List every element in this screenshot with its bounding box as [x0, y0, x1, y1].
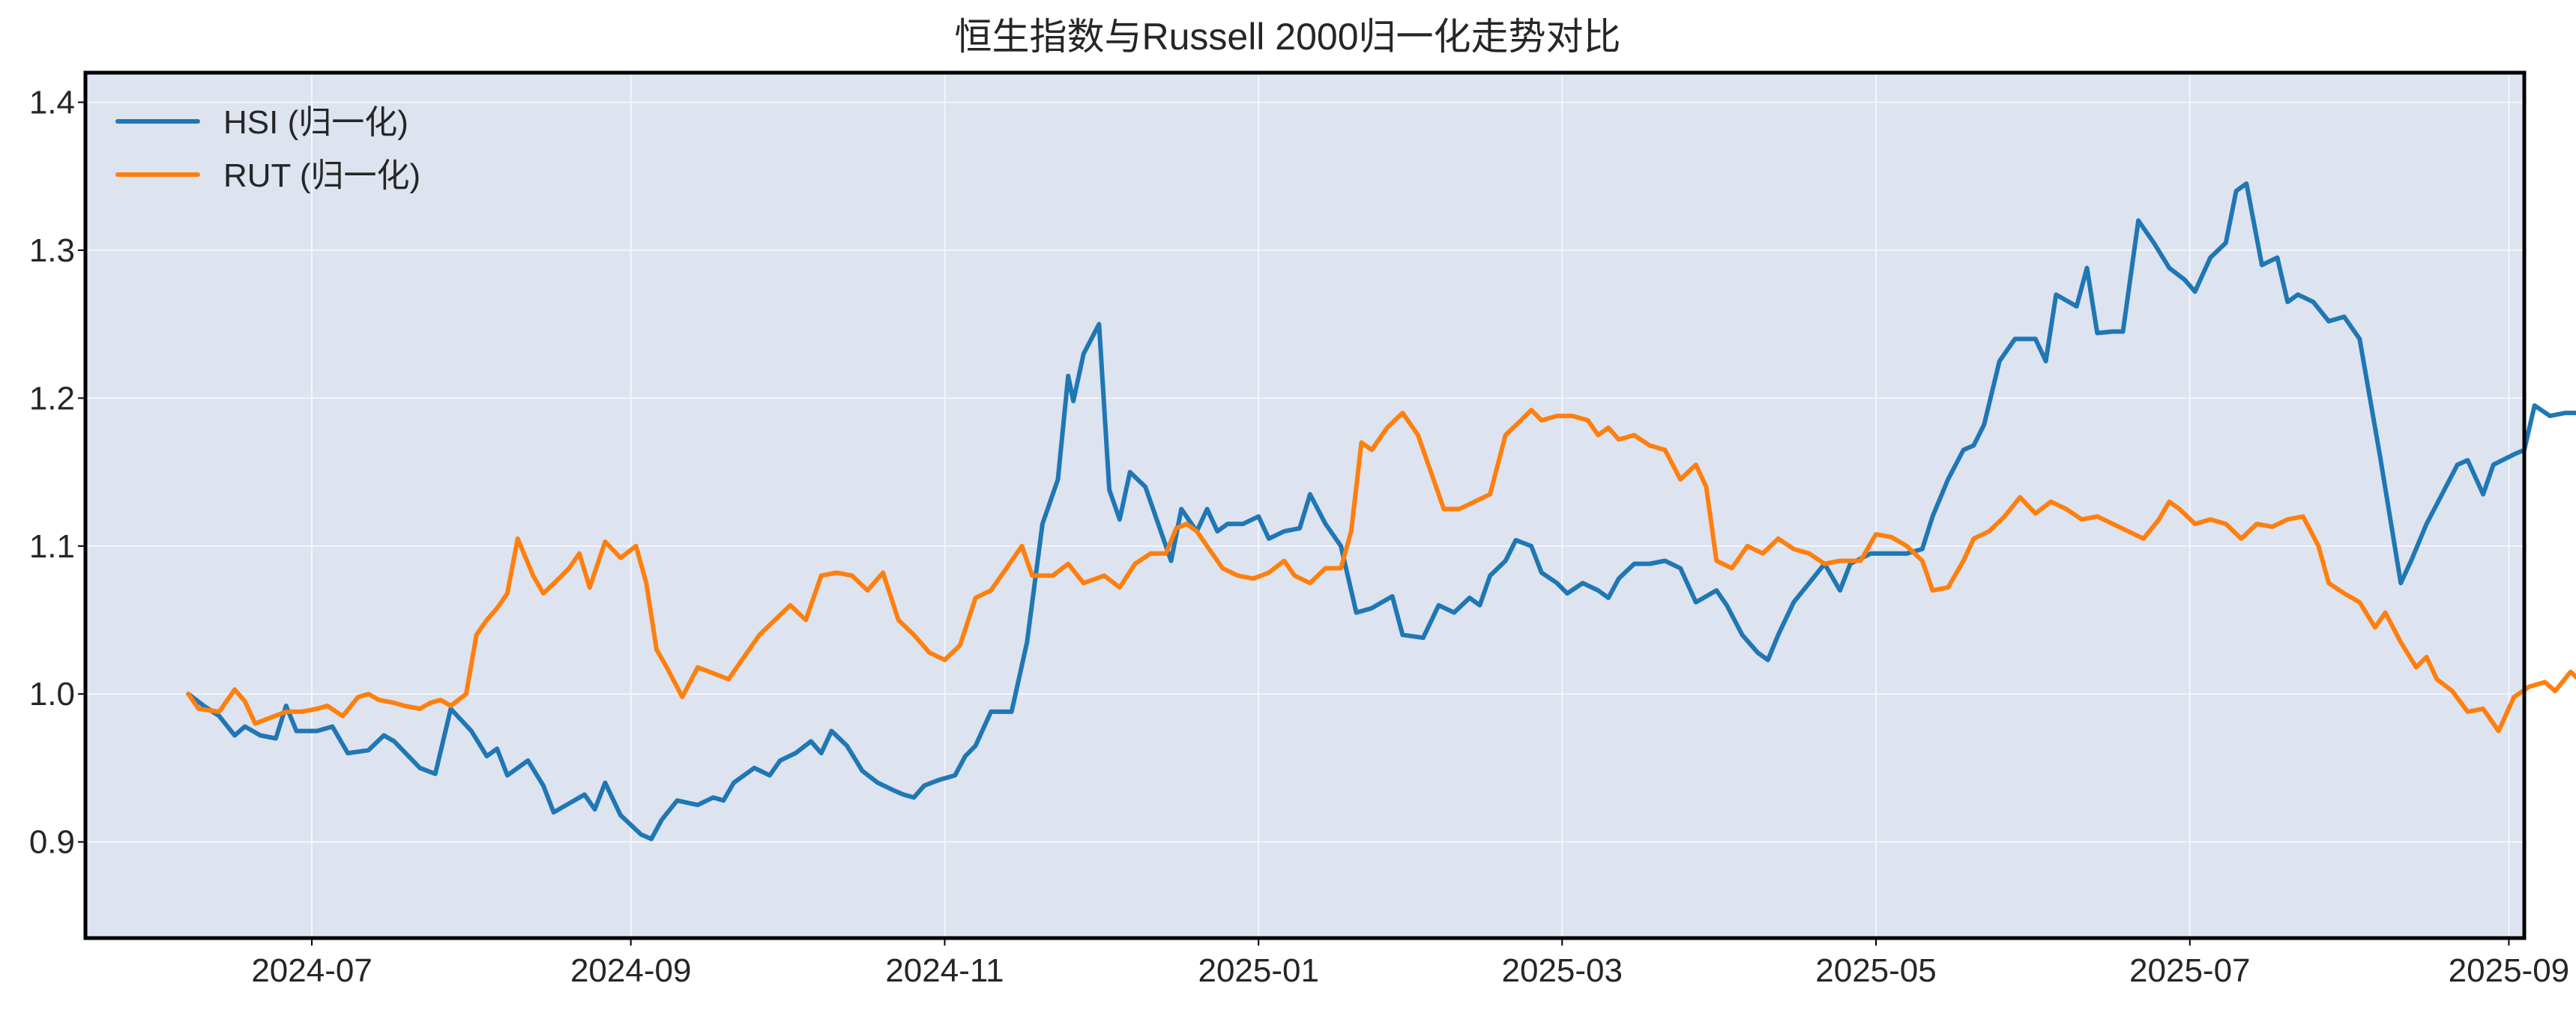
- y-tick-label: 1.3: [29, 232, 75, 269]
- x-tick-label: 2025-09: [2449, 952, 2569, 989]
- legend: HSI (归一化) RUT (归一化): [115, 104, 420, 194]
- x-tick-label: 2025-07: [2129, 952, 2250, 989]
- series-line-1: [186, 408, 2576, 734]
- legend-label-1: RUT (归一化): [223, 157, 420, 194]
- x-tick-label: 2025-05: [1815, 952, 1936, 989]
- x-tick-label: 2025-01: [1198, 952, 1318, 989]
- y-axis-ticks: 0.9 1.0 1.1 1.2 1.3 1.4: [29, 84, 85, 861]
- y-tick-label: 1.4: [29, 84, 75, 121]
- legend-label-0: HSI (归一化): [223, 104, 408, 141]
- x-tick-label: 2025-03: [1502, 952, 1623, 989]
- y-tick-label: 1.1: [29, 528, 75, 565]
- y-tick-label: 0.9: [29, 824, 75, 861]
- y-tick-label: 1.2: [29, 380, 75, 417]
- series-line-0: [186, 181, 2576, 841]
- x-tick-label: 2024-11: [885, 952, 1004, 989]
- y-tick-label: 1.0: [29, 676, 75, 713]
- grid-lines: [85, 73, 2524, 938]
- series-lines: [186, 181, 2576, 841]
- x-tick-label: 2024-07: [251, 952, 372, 989]
- x-tick-label: 2024-09: [570, 952, 691, 989]
- x-axis-ticks: 2024-07 2024-09 2024-11 2025-01 2025-03 2025-…: [251, 938, 2569, 989]
- plot-frame: [83, 70, 2527, 940]
- chart-title: 恒生指数与Russell 2000归一化走势对比: [954, 16, 1620, 58]
